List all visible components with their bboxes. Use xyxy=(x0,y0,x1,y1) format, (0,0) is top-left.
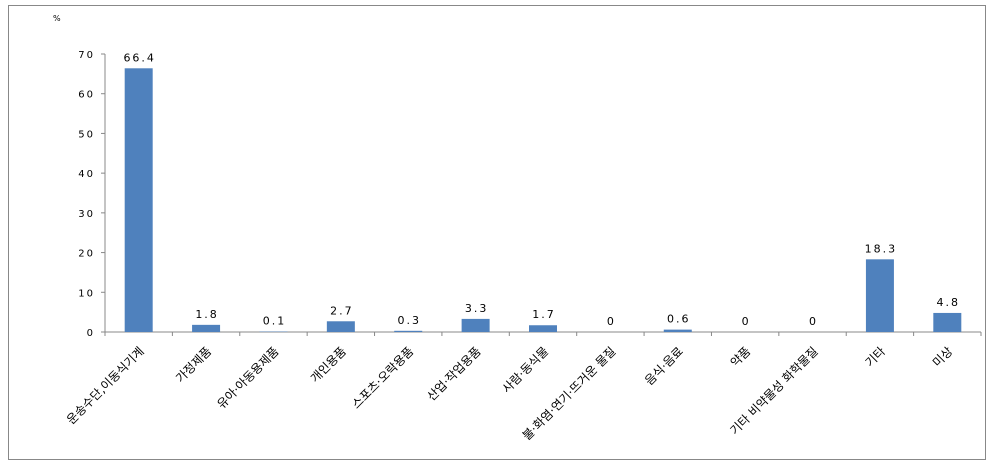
bar xyxy=(461,318,490,332)
bar xyxy=(933,312,962,332)
y-tick-label: 0 xyxy=(87,328,95,339)
category-label: 운송수단,이동식기계 xyxy=(64,344,147,427)
bar xyxy=(326,321,355,332)
bar xyxy=(663,329,692,332)
y-tick-label: 20 xyxy=(78,249,95,260)
data-label: 2.7 xyxy=(330,304,354,317)
bar xyxy=(192,324,221,332)
data-label: 0 xyxy=(809,315,818,328)
data-label: 0.1 xyxy=(263,315,287,328)
data-label: 3.3 xyxy=(465,302,489,315)
data-label: 18.3 xyxy=(865,242,898,255)
bar xyxy=(865,259,894,332)
y-tick-label: 60 xyxy=(78,90,95,101)
category-label: 스포츠·오락용품 xyxy=(349,344,416,411)
data-label: 0 xyxy=(607,315,616,328)
data-label: 0.6 xyxy=(667,313,691,326)
category-label: 산업·작업용품 xyxy=(424,344,483,403)
bar xyxy=(124,68,153,332)
category-label: 미상 xyxy=(930,344,956,370)
data-label: 0 xyxy=(742,315,751,328)
y-tick-label: 30 xyxy=(78,209,95,220)
data-label: 4.8 xyxy=(937,296,961,309)
y-tick-label: 70 xyxy=(78,50,95,61)
category-label: 가정제품 xyxy=(173,344,214,385)
data-label: 1.7 xyxy=(532,308,556,321)
data-label: 1.8 xyxy=(195,308,219,321)
category-label: 기타 xyxy=(863,344,889,370)
category-labels: 운송수단,이동식기계 가정제품 유아·아동용제품 개인용품 스포츠·오락용품 산업·작업용… xyxy=(64,344,955,443)
bar xyxy=(529,325,557,332)
data-labels: 66.4 1.8 0.1 2.7 0.3 3.3 1.7 0 0.6 0 0 18.3 4.8 xyxy=(123,51,961,328)
chart-frame xyxy=(8,5,986,460)
y-tick-label: 40 xyxy=(78,169,95,180)
bar xyxy=(394,330,423,332)
category-label: 사람·동식물 xyxy=(499,344,551,396)
category-label: 약품 xyxy=(727,344,753,370)
y-unit-label: % xyxy=(53,14,61,23)
axes: 0 10 20 30 40 50 60 70 xyxy=(78,50,982,339)
data-label: 0.3 xyxy=(397,314,421,327)
data-label: 66.4 xyxy=(123,51,156,64)
bars xyxy=(124,68,962,332)
y-tick-label: 10 xyxy=(78,288,95,299)
category-label: 개인용품 xyxy=(308,344,349,385)
category-label: 유아·아동용제품 xyxy=(214,344,281,411)
category-label: 음식·음료 xyxy=(642,344,686,388)
y-tick-label: 50 xyxy=(78,129,95,140)
